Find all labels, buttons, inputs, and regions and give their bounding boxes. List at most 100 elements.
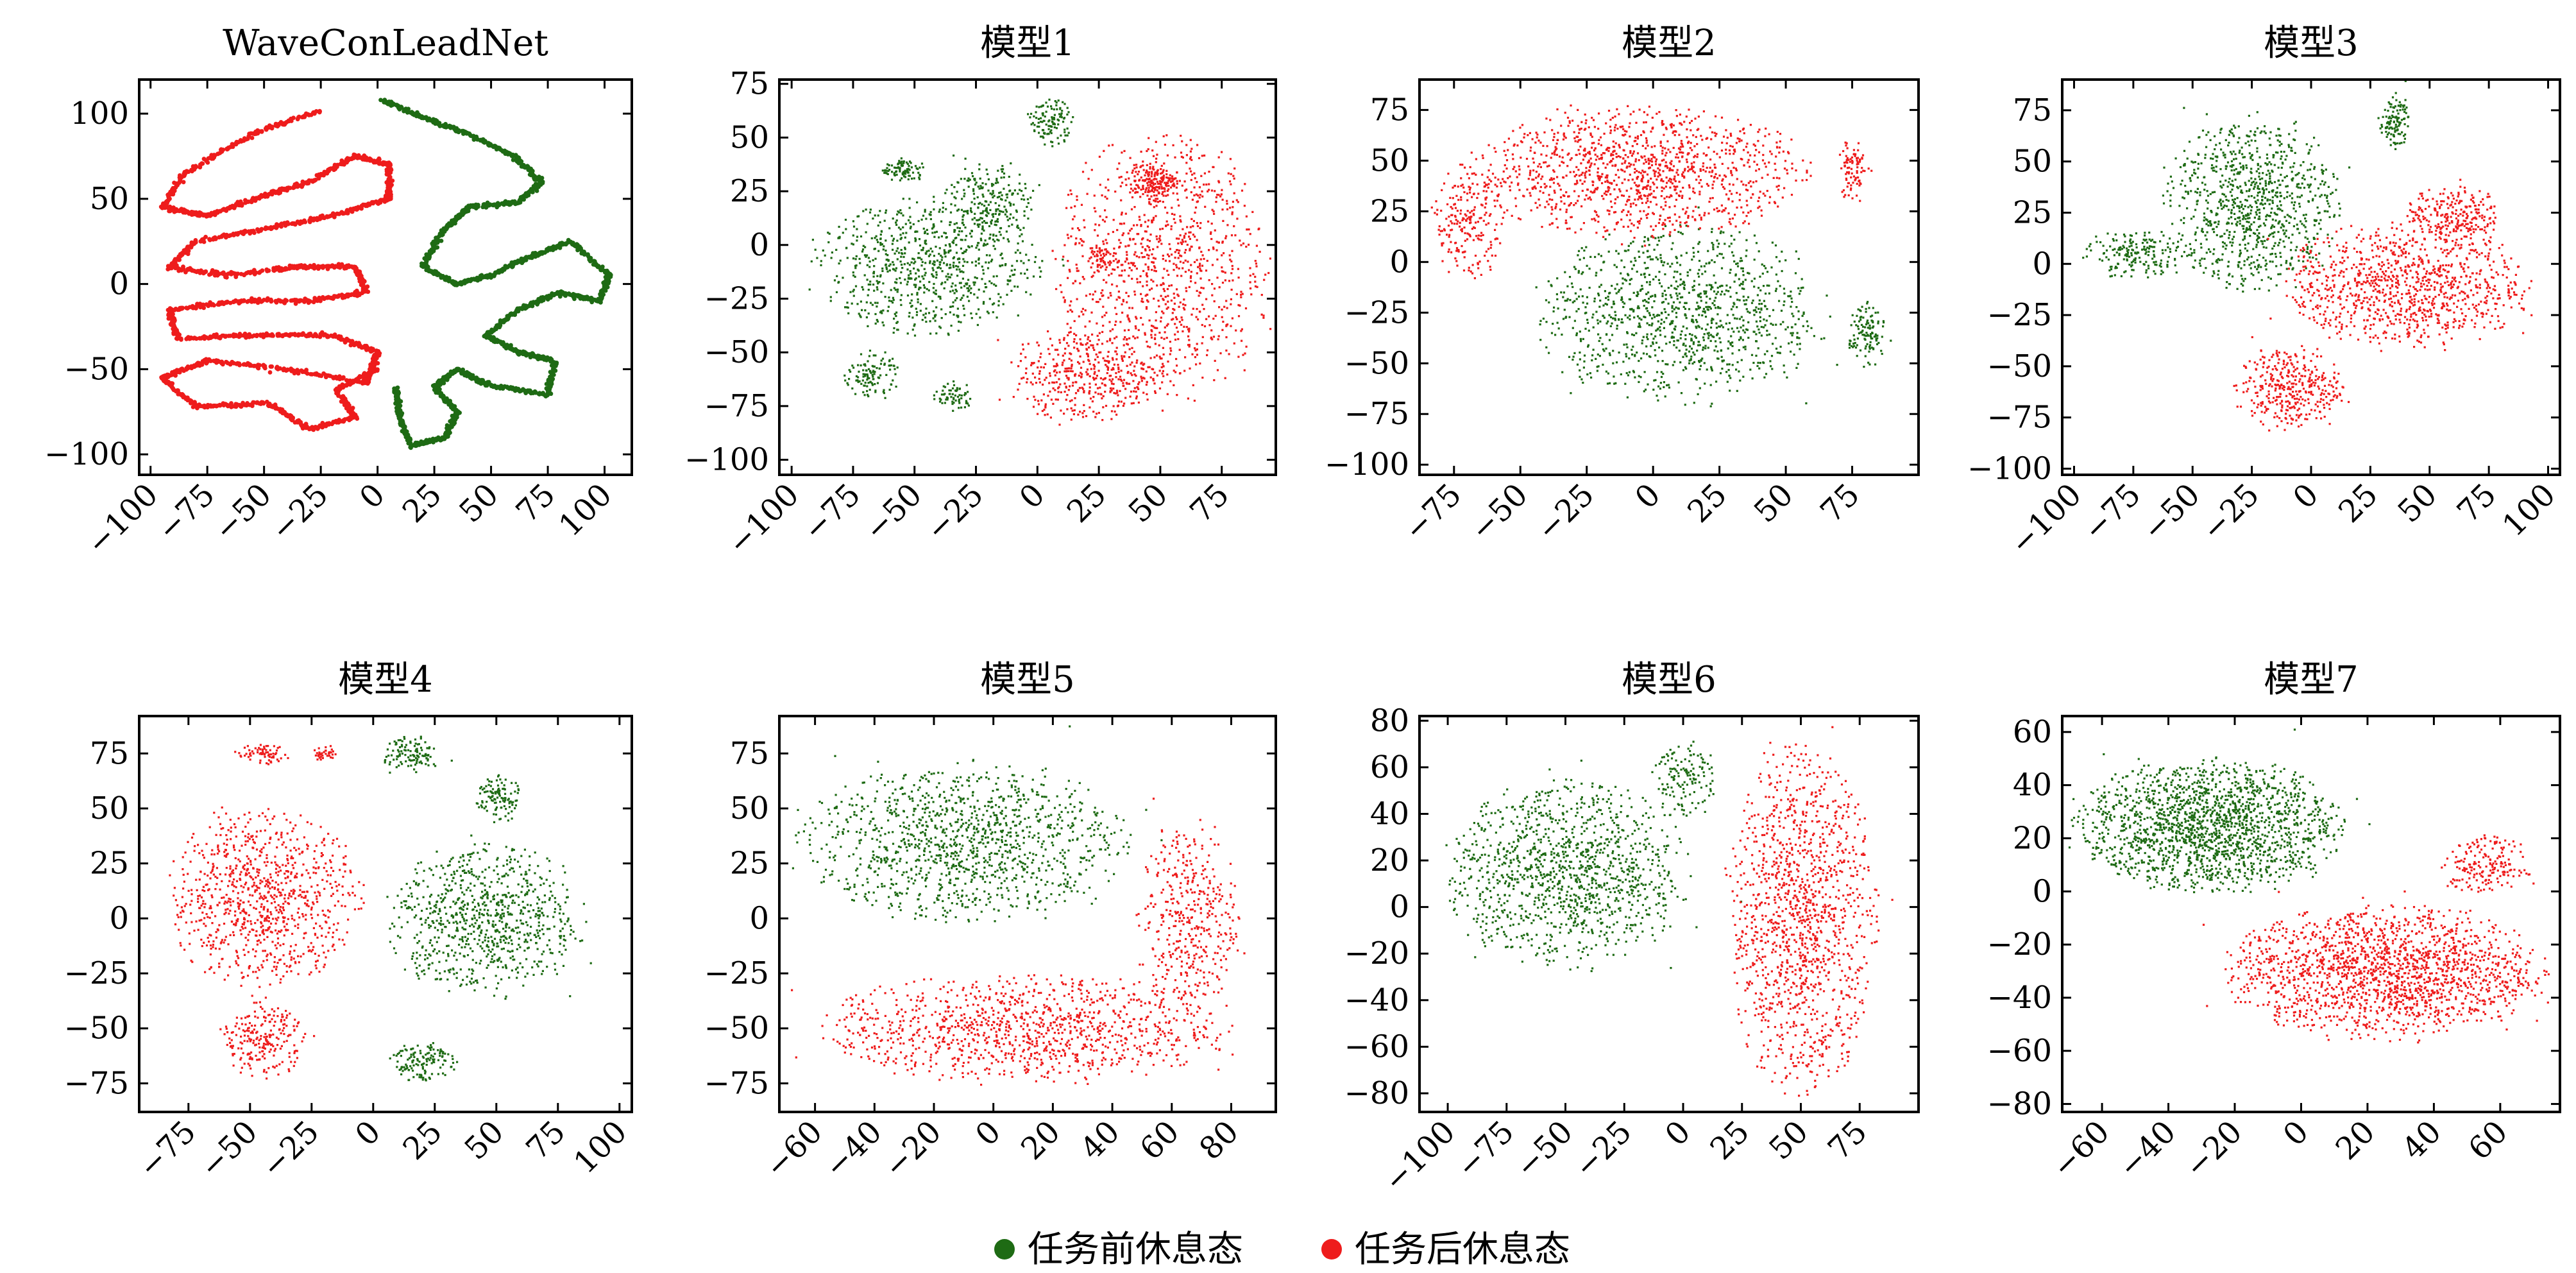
point (1008, 175, 1010, 178)
point (264, 127, 269, 132)
point (962, 252, 965, 254)
point (872, 365, 875, 368)
point (953, 292, 956, 295)
point (885, 171, 887, 174)
point (1026, 198, 1029, 201)
point (888, 169, 891, 171)
point (1022, 262, 1025, 264)
point (1033, 129, 1036, 132)
point (894, 166, 896, 169)
point (293, 301, 298, 306)
point (994, 212, 997, 215)
point (860, 300, 862, 303)
point (1051, 117, 1054, 120)
point (953, 398, 955, 400)
point (370, 347, 375, 352)
point (360, 290, 365, 295)
point (966, 261, 969, 264)
point (983, 290, 985, 293)
point (1056, 108, 1058, 110)
point (942, 262, 945, 264)
point (892, 239, 894, 242)
point (917, 219, 920, 223)
point (980, 239, 983, 242)
point (978, 262, 980, 265)
point (936, 266, 939, 269)
point (1021, 190, 1023, 192)
point (988, 237, 991, 240)
point (877, 214, 879, 217)
point (1033, 115, 1035, 117)
point (885, 209, 888, 212)
point (1016, 225, 1019, 227)
point (953, 228, 956, 232)
point (844, 379, 847, 382)
point (949, 224, 951, 226)
point (913, 258, 915, 261)
point (1051, 125, 1053, 128)
point (958, 407, 960, 409)
point (1005, 193, 1008, 196)
point (911, 316, 914, 319)
point (888, 296, 890, 299)
point (996, 275, 998, 277)
point (1031, 122, 1034, 124)
point (435, 245, 440, 250)
point (944, 402, 946, 404)
point (919, 174, 921, 176)
point (910, 166, 913, 169)
point (980, 186, 983, 189)
point (1032, 189, 1035, 192)
subplot-1: WaveConLeadNet−100−50050100−100−75−50−25… (44, 22, 633, 562)
point (482, 140, 487, 145)
point (398, 105, 403, 110)
point (935, 277, 938, 279)
point (958, 227, 962, 230)
point (932, 287, 935, 289)
point (938, 236, 940, 239)
point (1063, 131, 1066, 133)
point (897, 166, 900, 169)
point (973, 198, 976, 200)
point (1041, 105, 1044, 107)
point (1094, 210, 1097, 213)
point (491, 144, 496, 149)
point (893, 268, 895, 271)
point (988, 280, 991, 282)
point (952, 305, 954, 308)
point (872, 283, 875, 286)
point (943, 249, 945, 252)
point (888, 359, 891, 361)
point (876, 320, 879, 323)
point (976, 323, 979, 327)
point (1030, 196, 1032, 199)
point (938, 253, 940, 255)
point (919, 309, 922, 312)
point (223, 235, 228, 240)
point (846, 302, 849, 304)
point (883, 324, 885, 327)
point (963, 192, 966, 195)
point (944, 252, 946, 255)
point (972, 192, 975, 195)
point (1072, 116, 1074, 119)
point (867, 368, 870, 370)
point (1067, 111, 1070, 114)
point (904, 176, 907, 178)
point (981, 203, 983, 206)
point (851, 302, 853, 305)
point (999, 265, 1002, 268)
point (421, 264, 426, 269)
point (808, 288, 811, 291)
point (982, 302, 985, 305)
point (902, 198, 904, 200)
point (181, 264, 185, 269)
point (899, 277, 901, 280)
point (906, 168, 908, 171)
point (1003, 237, 1005, 239)
point (910, 162, 912, 164)
point (1038, 132, 1040, 134)
point (1053, 126, 1056, 129)
point (988, 254, 991, 257)
point (945, 189, 948, 191)
